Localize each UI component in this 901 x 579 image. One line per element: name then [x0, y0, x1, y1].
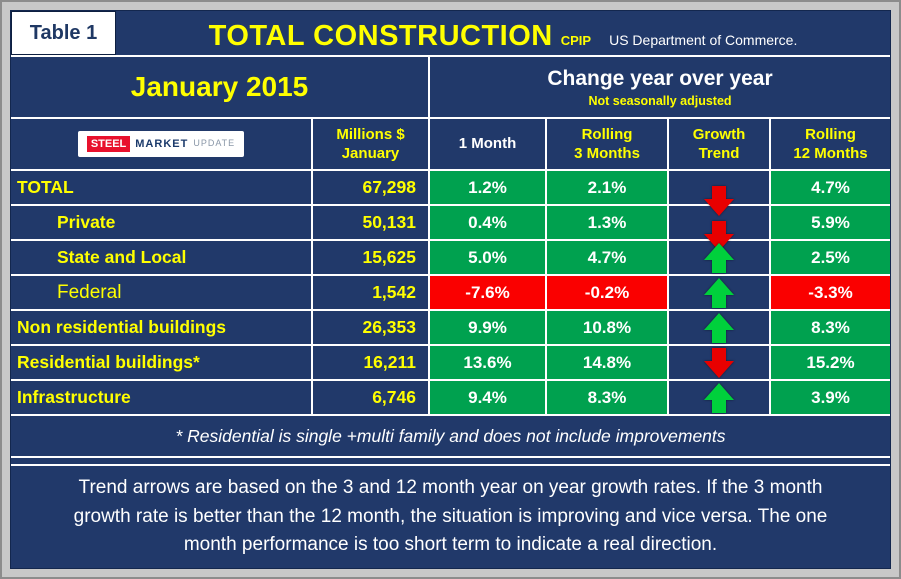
row-label: Private — [57, 212, 116, 232]
rolling-12-cell: 2.5% — [769, 241, 890, 274]
column-header-row: STEEL MARKET UPDATE Millions $ January 1… — [11, 117, 890, 169]
row-label: Residential buildings* — [17, 352, 200, 372]
row-label: Federal — [57, 281, 122, 303]
table-row-state-local: State and Local 15,625 5.0% 4.7% 2.5% — [11, 239, 890, 274]
millions-value: 15,625 — [311, 241, 428, 274]
row-label: State and Local — [57, 247, 187, 267]
logo-cell: STEEL MARKET UPDATE — [11, 119, 311, 169]
col-header-1-month-label: 1 Month — [458, 135, 517, 153]
trend-note-line3: month performance is too short term to i… — [183, 534, 718, 556]
row-label: TOTAL — [17, 177, 74, 197]
millions-value: 67,298 — [311, 171, 428, 204]
table-number-label: Table 1 — [11, 11, 116, 55]
rolling-3-cell: 1.3% — [545, 206, 667, 239]
rolling-3-cell: -0.2% — [545, 276, 667, 309]
trend-arrow — [704, 242, 734, 273]
col-header-rolling-12: Rolling 12 Months — [769, 119, 890, 169]
table-row-residential: Residential buildings* 16,211 13.6% 14.8… — [11, 344, 890, 379]
rolling-3-cell: 2.1% — [545, 171, 667, 204]
one-month-cell: 13.6% — [428, 346, 545, 379]
title-row: Table 1 TOTAL CONSTRUCTION CPIP US Depar… — [11, 11, 890, 55]
change-title: Change year over year — [547, 66, 773, 90]
rolling-12-cell: 5.9% — [769, 206, 890, 239]
table-row-infrastructure: Infrastructure 6,746 9.4% 8.3% 3.9% — [11, 379, 890, 414]
millions-value: 26,353 — [311, 311, 428, 344]
col-header-rolling12-line2: 12 Months — [793, 145, 868, 162]
rolling-12-cell: 15.2% — [769, 346, 890, 379]
one-month-cell: 5.0% — [428, 241, 545, 274]
col-header-rolling3-line2: 3 Months — [574, 145, 640, 162]
col-header-growth-trend: Growth Trend — [667, 119, 769, 169]
growth-trend-cell — [667, 346, 769, 379]
row-label: Non residential buildings — [17, 317, 227, 337]
table-row-private: Private 50,131 0.4% 1.3% 5.9% — [11, 204, 890, 251]
one-month-cell: -7.6% — [428, 276, 545, 309]
rolling-3-cell: 10.8% — [545, 311, 667, 344]
title-area: TOTAL CONSTRUCTION CPIP US Department of… — [116, 11, 890, 55]
growth-trend-cell — [667, 241, 769, 274]
trend-arrow — [704, 312, 734, 343]
page-title: TOTAL CONSTRUCTION — [208, 20, 553, 52]
rolling-3-cell: 8.3% — [545, 381, 667, 414]
source-label: US Department of Commerce. — [609, 32, 798, 48]
growth-trend-cell — [667, 381, 769, 414]
growth-trend-cell — [667, 276, 769, 309]
growth-trend-cell — [667, 311, 769, 344]
rolling-12-cell: 4.7% — [769, 171, 890, 204]
trend-note-line2: growth rate is better than the 12 month,… — [73, 505, 828, 527]
trend-arrow — [704, 185, 734, 216]
change-header: Change year over year Not seasonally adj… — [428, 57, 890, 117]
subheader-row: January 2015 Change year over year Not s… — [11, 55, 890, 117]
cpip-label: CPIP — [560, 33, 592, 48]
footnote-text: * Residential is single +multi family an… — [175, 425, 726, 446]
col-header-rolling12-line1: Rolling — [805, 125, 856, 143]
one-month-cell: 9.4% — [428, 381, 545, 414]
logo-update-text: UPDATE — [193, 138, 236, 149]
growth-trend-cell — [667, 171, 769, 216]
trend-arrow — [704, 382, 734, 413]
rolling-12-cell: -3.3% — [769, 276, 890, 309]
millions-value: 16,211 — [311, 346, 428, 379]
one-month-cell: 0.4% — [428, 206, 545, 239]
trend-note-line1: Trend arrows are based on the 3 and 12 m… — [78, 477, 823, 499]
month-title: January 2015 — [130, 71, 309, 102]
table-row-federal: Federal 1,542 -7.6% -0.2% -3.3% — [11, 274, 890, 309]
change-subtitle: Not seasonally adjusted — [588, 93, 732, 108]
millions-value: 1,542 — [311, 276, 428, 309]
rolling-3-cell: 4.7% — [545, 241, 667, 274]
col-header-millions: Millions $ January — [311, 119, 428, 169]
footnote-row: * Residential is single +multi family an… — [11, 414, 890, 456]
logo-steel-text: STEEL — [86, 135, 131, 153]
millions-value: 50,131 — [311, 206, 428, 239]
col-header-millions-line1: Millions $ — [336, 125, 405, 143]
trend-arrow — [704, 277, 734, 308]
divider-strip — [11, 456, 890, 466]
table-row-non-residential: Non residential buildings 26,353 9.9% 10… — [11, 309, 890, 344]
table-row-total: TOTAL 67,298 1.2% 2.1% 4.7% — [11, 169, 890, 216]
col-header-growth-line2: Trend — [698, 145, 740, 162]
logo-market-text: MARKET — [135, 137, 189, 150]
rolling-12-cell: 3.9% — [769, 381, 890, 414]
col-header-rolling-3: Rolling 3 Months — [545, 119, 667, 169]
one-month-cell: 9.9% — [428, 311, 545, 344]
rolling-3-cell: 14.8% — [545, 346, 667, 379]
trend-note: Trend arrows are based on the 3 and 12 m… — [11, 466, 890, 568]
steel-market-update-logo: STEEL MARKET UPDATE — [77, 130, 245, 158]
row-label: Infrastructure — [17, 387, 131, 407]
millions-value: 6,746 — [311, 381, 428, 414]
trend-arrow — [704, 347, 734, 378]
rolling-12-cell: 8.3% — [769, 311, 890, 344]
col-header-1-month: 1 Month — [428, 119, 545, 169]
col-header-rolling3-line1: Rolling — [581, 125, 633, 143]
one-month-cell: 1.2% — [428, 171, 545, 204]
col-header-millions-line2: January — [341, 145, 400, 162]
col-header-growth-line1: Growth — [692, 125, 746, 143]
total-construction-table: Table 1 TOTAL CONSTRUCTION CPIP US Depar… — [10, 10, 891, 569]
